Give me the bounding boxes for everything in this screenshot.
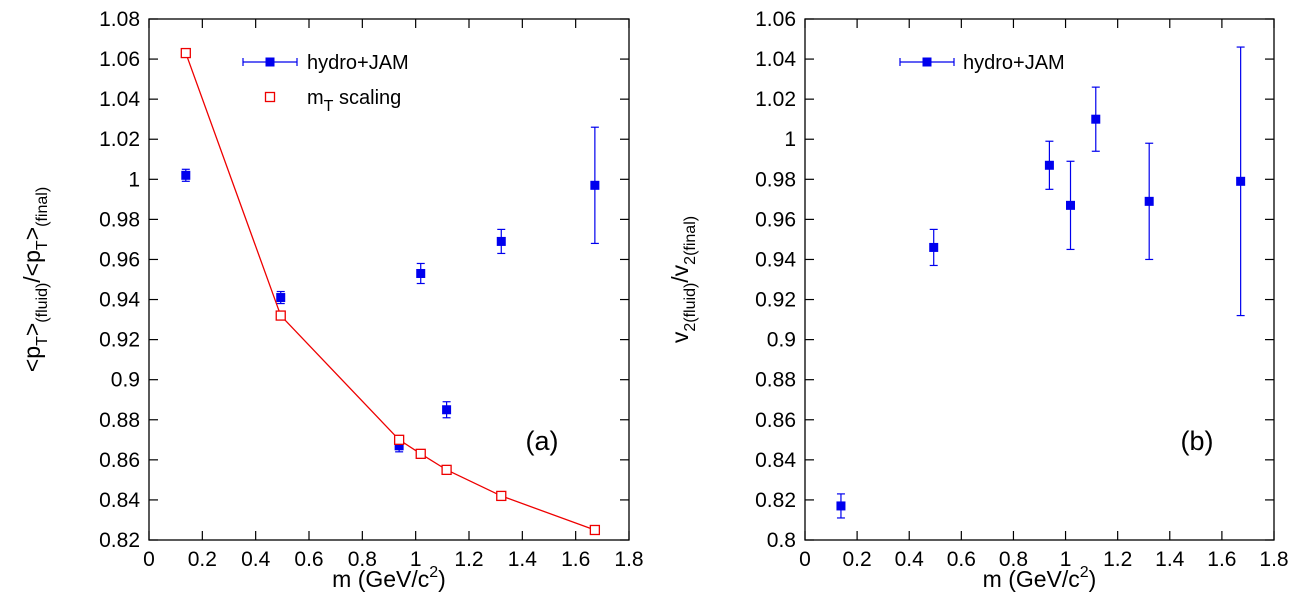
data-point — [393, 434, 405, 445]
y-tick-label: 0.88 — [99, 409, 140, 432]
y-tick-label: 0.98 — [99, 208, 140, 231]
y-tick-label: 0.82 — [755, 489, 796, 512]
x-tick-label: 0.2 — [843, 548, 872, 571]
x-axis-title: m (GeV/c2) — [983, 564, 1097, 592]
x-tick-label: 0.4 — [895, 548, 925, 571]
y-tick-label: 0.84 — [755, 449, 796, 472]
data-point — [929, 242, 939, 252]
data-point — [1091, 114, 1101, 124]
data-point — [394, 441, 404, 451]
chart-panel-b: 0 0.2 0.4 0.6 0.8 1 1.2 1.4 1.6 1.8 0.8 0.82 0.84 0.8… — [667, 8, 1289, 592]
legend-label: mT scaling — [307, 87, 401, 115]
y-tick-label: 1 — [128, 168, 140, 191]
x-tick-label: 0.6 — [947, 548, 976, 571]
x-tick-label: 1.2 — [1103, 548, 1132, 571]
x-tick-label: 0 — [143, 548, 155, 571]
y-tick-label: 0.9 — [111, 369, 140, 392]
x-tick-label: 1.4 — [1155, 548, 1185, 571]
x-tick-label: 1 — [410, 548, 422, 571]
legend-label: hydro+JAM — [307, 52, 409, 74]
data-point — [181, 170, 191, 180]
y-tick-label: 1.08 — [99, 8, 140, 31]
legend-entry: mT scaling — [264, 87, 401, 115]
data-point — [1066, 200, 1076, 210]
y-tick-label: 0.84 — [99, 489, 140, 512]
y-tick-label: 1.06 — [99, 48, 140, 71]
x-tick-label: 1 — [1060, 548, 1072, 571]
y-tick-label: 1.02 — [755, 88, 796, 111]
chart-panel-a: 0 0.2 0.4 0.6 0.8 1 1.2 1.4 1.6 1.8 0.82 0.84 0.86 0.… — [19, 8, 644, 592]
data-point — [1144, 196, 1154, 206]
data-point — [589, 524, 601, 536]
x-tick-label: 0.8 — [348, 548, 377, 571]
x-tick-label: 0.6 — [294, 548, 323, 571]
y-tick-label: 1.06 — [755, 8, 796, 31]
x-tick-label: 0 — [799, 548, 811, 571]
data-point — [1236, 176, 1246, 186]
y-tick-label: 1.04 — [99, 88, 140, 111]
y-tick-label: 1 — [784, 128, 796, 151]
y-tick-label: 0.98 — [755, 168, 796, 191]
data-point — [275, 310, 286, 321]
data-point — [415, 448, 426, 459]
y-tick-label: 0.86 — [755, 409, 796, 432]
data-point — [1044, 160, 1054, 170]
y-tick-label: 0.92 — [99, 329, 140, 352]
data-point — [496, 236, 506, 246]
data-point — [180, 47, 191, 59]
data-point — [416, 268, 426, 278]
x-tick-label: 1.2 — [454, 548, 483, 571]
y-tick-label: 1.04 — [755, 48, 796, 71]
x-tick-label: 1.6 — [561, 548, 590, 571]
y-tick-label: 0.88 — [755, 369, 796, 392]
y-tick-label: 0.96 — [99, 248, 140, 271]
series-line — [185, 52, 596, 531]
data-point — [496, 490, 507, 502]
plot-frame — [804, 18, 1275, 541]
x-tick-label: 1.4 — [508, 548, 538, 571]
y-tick-label: 0.92 — [755, 289, 796, 312]
x-tick-label: 0.2 — [188, 548, 217, 571]
x-axis-title: m (GeV/c2) — [332, 564, 446, 592]
series-hydro-jam — [181, 126, 600, 453]
legend-label: hydro+JAM — [963, 52, 1065, 74]
y-tick-label: 0.9 — [767, 329, 796, 352]
data-point — [442, 405, 452, 415]
y-tick-label: 0.94 — [755, 248, 796, 271]
panel-label: (b) — [1181, 426, 1214, 456]
legend-marker — [922, 57, 932, 67]
legend-entry: hydro+JAM — [242, 52, 409, 74]
plot-frame — [148, 18, 630, 541]
x-tick-label: 0.4 — [241, 548, 271, 571]
panel-label: (a) — [526, 426, 559, 456]
y-tick-label: 1.02 — [99, 128, 140, 151]
legend-entry: hydro+JAM — [899, 52, 1065, 74]
y-tick-label: 0.96 — [755, 208, 796, 231]
data-point — [276, 293, 286, 303]
series-hydro-jam — [836, 46, 1246, 519]
y-tick-label: 0.8 — [767, 529, 796, 552]
y-tick-label: 0.86 — [99, 449, 140, 472]
x-tick-label: 0.8 — [999, 548, 1028, 571]
data-point — [836, 501, 846, 511]
y-axis-title: v2(fluid)/v2(final) — [667, 216, 699, 343]
series-mt-scaling — [180, 47, 601, 536]
y-tick-label: 0.94 — [99, 289, 140, 312]
y-axis-title: <pT>(fluid)/<pT>(final) — [19, 187, 51, 372]
data-point — [590, 180, 600, 190]
legend-marker — [264, 91, 276, 103]
y-tick-label: 0.82 — [99, 529, 140, 552]
data-point — [441, 464, 452, 476]
legend-marker — [265, 57, 275, 67]
x-tick-label: 1.8 — [614, 548, 643, 571]
x-tick-label: 1.6 — [1207, 548, 1236, 571]
x-tick-label: 1.8 — [1259, 548, 1288, 571]
